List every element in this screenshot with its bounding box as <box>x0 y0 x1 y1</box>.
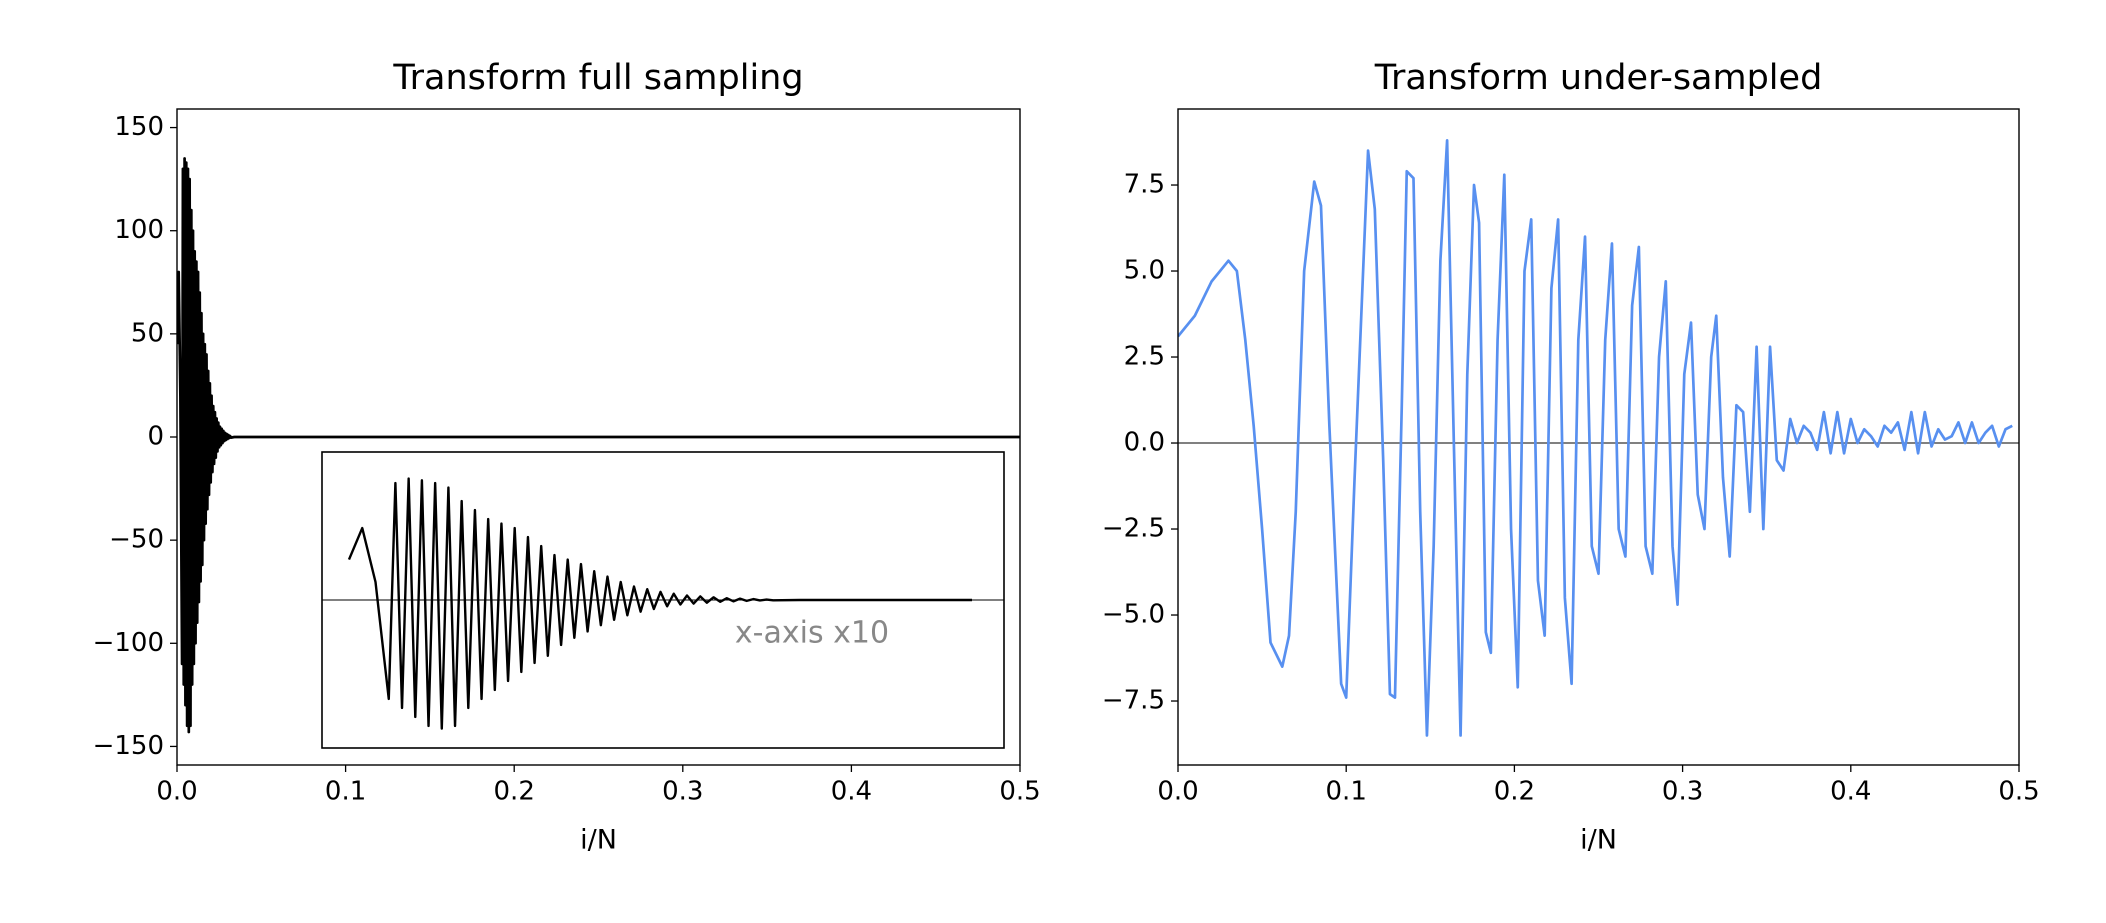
chart-title: Transform full sampling <box>392 58 803 98</box>
y-tick-label: −7.5 <box>1102 686 1165 716</box>
data-line <box>1178 138 2013 737</box>
axes-frame <box>1177 108 2020 766</box>
x-tick-label: 0.0 <box>1157 777 1198 807</box>
x-tick-label: 0.5 <box>999 777 1040 807</box>
y-tick-label: 150 <box>114 112 164 142</box>
x-axis-label: i/N <box>580 825 617 856</box>
x-tick-label: 0.3 <box>1662 777 1703 807</box>
y-tick-label: 50 <box>131 318 164 348</box>
y-tick-label: 2.5 <box>1124 342 1165 372</box>
y-tick-label: 0 <box>147 422 164 452</box>
chart-title: Transform under-sampled <box>1374 58 1823 98</box>
y-tick-label: 5.0 <box>1124 256 1165 286</box>
y-tick-label: −100 <box>93 628 164 658</box>
x-tick-label: 0.1 <box>1326 777 1367 807</box>
y-tick-label: 100 <box>114 215 164 245</box>
x-tick-label: 0.4 <box>831 777 872 807</box>
x-tick-label: 0.2 <box>494 777 535 807</box>
inset-text: x-axis x10 <box>735 616 889 651</box>
y-tick-label: −50 <box>109 525 164 555</box>
x-axis-label: i/N <box>1580 825 1617 856</box>
y-tick-label: 7.5 <box>1124 170 1165 200</box>
x-tick-label: 0.4 <box>1830 777 1871 807</box>
data-line <box>177 157 1020 734</box>
y-tick-label: −150 <box>93 731 164 761</box>
x-tick-label: 0.2 <box>1494 777 1535 807</box>
y-tick-label: −5.0 <box>1102 600 1165 630</box>
y-tick-label: −2.5 <box>1102 514 1165 544</box>
plot-background <box>1178 109 2019 765</box>
inset-line <box>347 477 972 730</box>
x-tick-label: 0.0 <box>156 777 197 807</box>
y-tick-label: 0.0 <box>1124 428 1165 458</box>
x-tick-label: 0.1 <box>325 777 366 807</box>
x-tick-label: 0.3 <box>662 777 703 807</box>
x-tick-label: 0.5 <box>1998 777 2039 807</box>
